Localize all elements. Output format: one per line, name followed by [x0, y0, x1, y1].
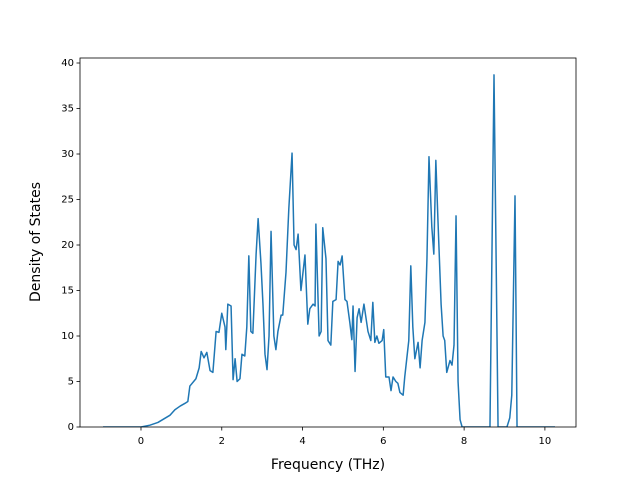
y-tick-label: 40 — [61, 58, 74, 69]
y-tick-label: 5 — [68, 377, 74, 388]
x-tick-label: 6 — [380, 436, 386, 447]
y-tick-label: 10 — [61, 331, 74, 342]
x-tick-label: 4 — [299, 436, 305, 447]
x-tick-label: 10 — [539, 436, 552, 447]
x-tick-label: 0 — [138, 436, 144, 447]
y-axis-label: Density of States — [28, 182, 44, 302]
x-tick-label: 8 — [461, 436, 467, 447]
y-tick-label: 25 — [61, 195, 74, 206]
y-tick-label: 20 — [61, 240, 74, 251]
data-line — [103, 74, 555, 427]
y-tick-label: 15 — [61, 286, 74, 297]
plot-frame — [79, 57, 577, 428]
x-tick-label: 2 — [219, 436, 225, 447]
x-axis-label: Frequency (THz) — [271, 457, 385, 473]
y-tick-label: 30 — [61, 149, 74, 160]
y-tick-label: 35 — [61, 104, 74, 115]
y-tick-label: 0 — [68, 422, 74, 433]
